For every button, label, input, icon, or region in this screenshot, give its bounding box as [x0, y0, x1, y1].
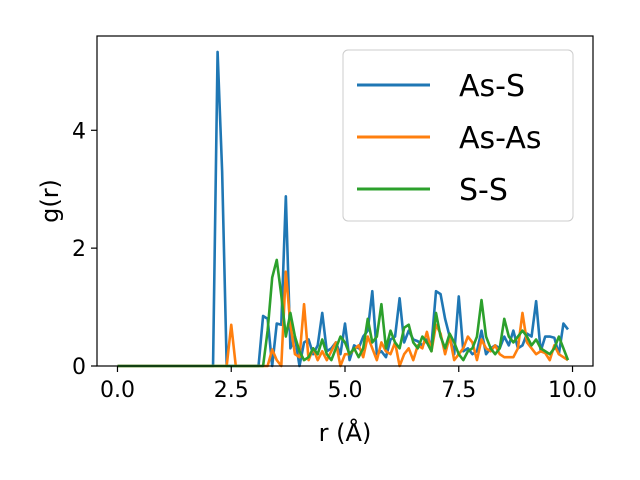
legend-label: S-S [459, 173, 508, 208]
x-tick-label: 2.5 [214, 378, 249, 403]
legend-label: As-S [459, 69, 525, 104]
x-tick-label: 0.0 [100, 378, 135, 403]
legend-box [342, 49, 574, 222]
x-tick-label: 5.0 [328, 378, 363, 403]
y-axis-label: g(r) [36, 179, 64, 223]
legend-entries: As-S As-As S-S [357, 69, 541, 208]
y-tick-label: 4 [72, 119, 86, 144]
legend-label: As-As [459, 121, 541, 156]
plot-lines [117, 50, 570, 368]
x-tick-label: 10.0 [548, 378, 597, 403]
y-axis-ticks: 0 2 4 [72, 119, 97, 380]
series-line-2 [117, 258, 570, 368]
series-line-1 [117, 270, 569, 368]
x-axis-ticks: 0.0 2.5 5.0 7.5 10.0 [100, 366, 597, 403]
x-tick-label: 7.5 [441, 378, 476, 403]
y-tick-label: 2 [72, 237, 86, 262]
y-tick-label: 0 [72, 355, 86, 380]
legend: As-S As-As S-S [342, 49, 574, 222]
series-line-0 [117, 50, 569, 368]
x-axis-label: r (Å) [319, 418, 372, 447]
